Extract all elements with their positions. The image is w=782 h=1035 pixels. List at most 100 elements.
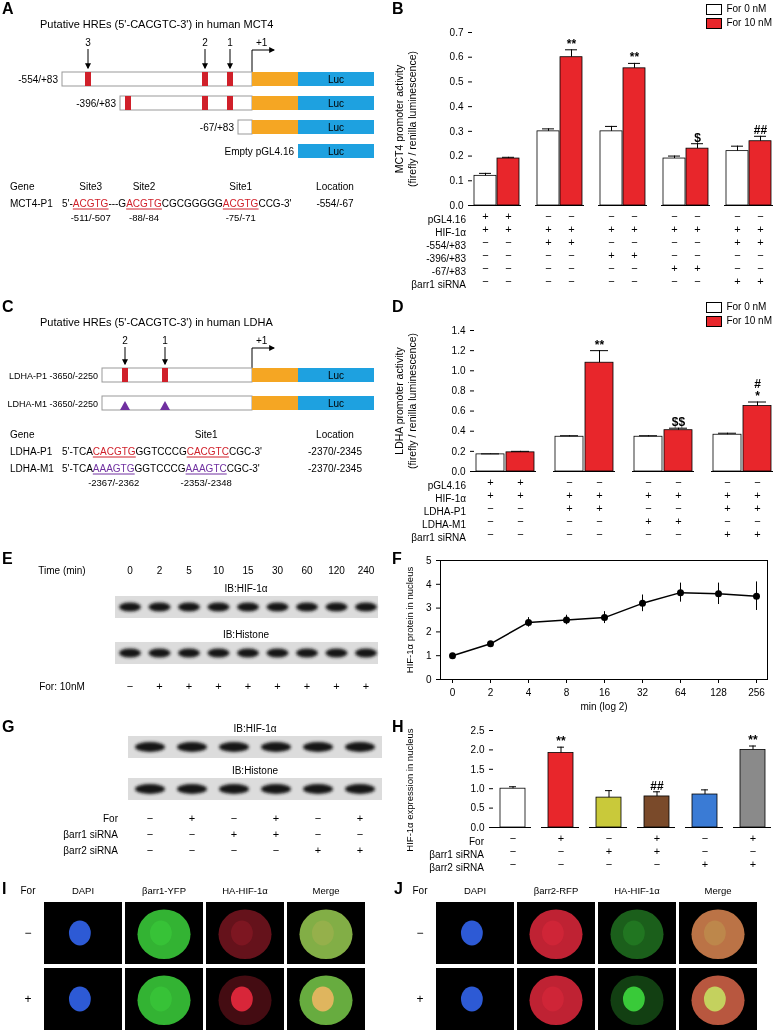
svg-text:-2367/-2362: -2367/-2362 [88,477,139,488]
svg-text:−: − [608,210,614,222]
svg-text:+: + [724,528,730,540]
svg-text:−: − [505,275,511,287]
svg-text:−: − [671,210,677,222]
svg-text:−: − [482,236,488,248]
svg-text:min (log 2): min (log 2) [580,701,627,712]
svg-text:Merge: Merge [705,885,732,896]
svg-text:−: − [147,828,153,840]
svg-text:0.4: 0.4 [450,101,464,112]
svg-text:-2370/-2345: -2370/-2345 [308,446,362,457]
svg-text:+: + [724,489,730,501]
svg-text:4: 4 [426,579,432,590]
svg-text:Putative HREs (5'-CACGTC-3') i: Putative HREs (5'-CACGTC-3') in human LD… [40,316,273,328]
svg-text:−: − [671,249,677,261]
svg-text:0.0: 0.0 [450,200,464,211]
svg-text:+: + [215,680,221,692]
svg-text:0.5: 0.5 [450,76,464,87]
svg-text:Time (min): Time (min) [38,565,85,576]
svg-text:-2370/-2345: -2370/-2345 [308,463,362,474]
svg-text:−: − [517,515,523,527]
svg-text:0.0: 0.0 [452,466,466,477]
svg-text:-554/-67: -554/-67 [316,198,354,209]
svg-text:−: − [724,515,730,527]
svg-text:For: For [413,885,429,896]
svg-text:##: ## [754,123,768,137]
svg-text:+: + [545,236,551,248]
svg-text:Merge: Merge [313,885,340,896]
svg-text:−: − [545,262,551,274]
svg-text:−: − [505,236,511,248]
svg-text:-67/+83: -67/+83 [200,122,235,133]
svg-text:256: 256 [748,687,765,698]
svg-text:−: − [694,236,700,248]
svg-text:15: 15 [242,565,254,576]
svg-text:2.5: 2.5 [471,725,485,736]
svg-text:Luc: Luc [328,122,344,133]
svg-text:**: ** [595,338,605,352]
svg-text:−: − [596,476,602,488]
svg-text:0.1: 0.1 [450,175,464,186]
svg-text:1.0: 1.0 [452,365,466,376]
svg-text:0.6: 0.6 [452,405,466,416]
svg-text:**: ** [748,733,758,747]
svg-text:+: + [631,223,637,235]
svg-text:**: ** [556,734,566,748]
svg-text:+: + [545,223,551,235]
svg-text:16: 16 [599,687,611,698]
svg-text:240: 240 [358,565,375,576]
svg-text:−: − [517,502,523,514]
svg-text:−: − [487,528,493,540]
svg-text:βarr1-YFP: βarr1-YFP [142,885,186,896]
svg-text:−: − [608,262,614,274]
svg-text:Gene: Gene [10,429,35,440]
svg-text:IB:Histone: IB:Histone [232,765,279,776]
svg-text:+: + [487,476,493,488]
svg-text:**: ** [630,50,640,64]
svg-text:−: − [631,262,637,274]
svg-text:−: − [510,845,516,857]
svg-text:−: − [482,249,488,261]
svg-text:5: 5 [186,565,192,576]
svg-text:-554/+83: -554/+83 [18,74,58,85]
svg-text:3: 3 [85,37,91,48]
svg-text:−: − [189,828,195,840]
svg-text:+: + [273,828,279,840]
svg-text:-75/-71: -75/-71 [226,212,256,223]
svg-text:Location: Location [316,181,354,192]
svg-text:+: + [304,680,310,692]
svg-text:+: + [487,489,493,501]
svg-text:LDHA-P1 -3650/-2250: LDHA-P1 -3650/-2250 [9,371,98,381]
svg-text:−: − [631,210,637,222]
svg-text:−: − [505,262,511,274]
svg-text:+: + [754,489,760,501]
svg-text:Site1: Site1 [229,181,252,192]
svg-text:-2353/-2348: -2353/-2348 [181,477,232,488]
svg-text:+: + [645,515,651,527]
svg-text:1: 1 [426,650,432,661]
svg-text:1: 1 [162,335,168,346]
svg-text:+: + [608,223,614,235]
svg-text:0.4: 0.4 [452,425,466,436]
svg-text:+: + [754,528,760,540]
svg-text:−: − [734,249,740,261]
svg-text:−: − [568,249,574,261]
svg-text:−: − [757,210,763,222]
svg-text:−: − [510,832,516,844]
svg-text:+: + [654,845,660,857]
svg-text:+: + [631,249,637,261]
svg-text:−: − [487,515,493,527]
svg-text:−: − [505,249,511,261]
svg-text:2: 2 [202,37,208,48]
svg-text:+: + [231,828,237,840]
svg-text:+: + [363,680,369,692]
svg-text:DAPI: DAPI [72,885,94,896]
svg-text:−: − [24,926,31,940]
svg-text:−: − [608,236,614,248]
svg-text:+: + [645,489,651,501]
svg-text:+: + [734,223,740,235]
svg-text:0.8: 0.8 [452,385,466,396]
svg-text:Site2: Site2 [133,181,156,192]
svg-text:2.0: 2.0 [471,744,485,755]
svg-text:HA-HIF-1α: HA-HIF-1α [614,885,660,896]
svg-text:−: − [231,844,237,856]
